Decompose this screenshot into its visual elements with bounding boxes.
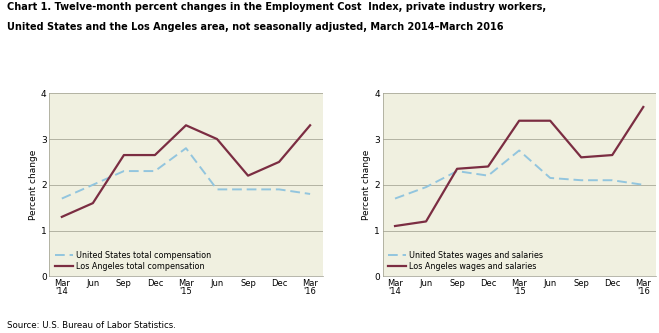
Y-axis label: Percent change: Percent change [362, 150, 371, 220]
Text: United States and the Los Angeles area, not seasonally adjusted, March 2014–Marc: United States and the Los Angeles area, … [7, 22, 503, 32]
Legend: United States total compensation, Los Angeles total compensation: United States total compensation, Los An… [53, 249, 213, 272]
Y-axis label: Percent change: Percent change [29, 150, 38, 220]
Legend: United States wages and salaries, Los Angeles wages and salaries: United States wages and salaries, Los An… [387, 249, 545, 272]
Text: Chart 1. Twelve-month percent changes in the Employment Cost  Index, private ind: Chart 1. Twelve-month percent changes in… [7, 2, 546, 12]
Text: Source: U.S. Bureau of Labor Statistics.: Source: U.S. Bureau of Labor Statistics. [7, 321, 175, 330]
